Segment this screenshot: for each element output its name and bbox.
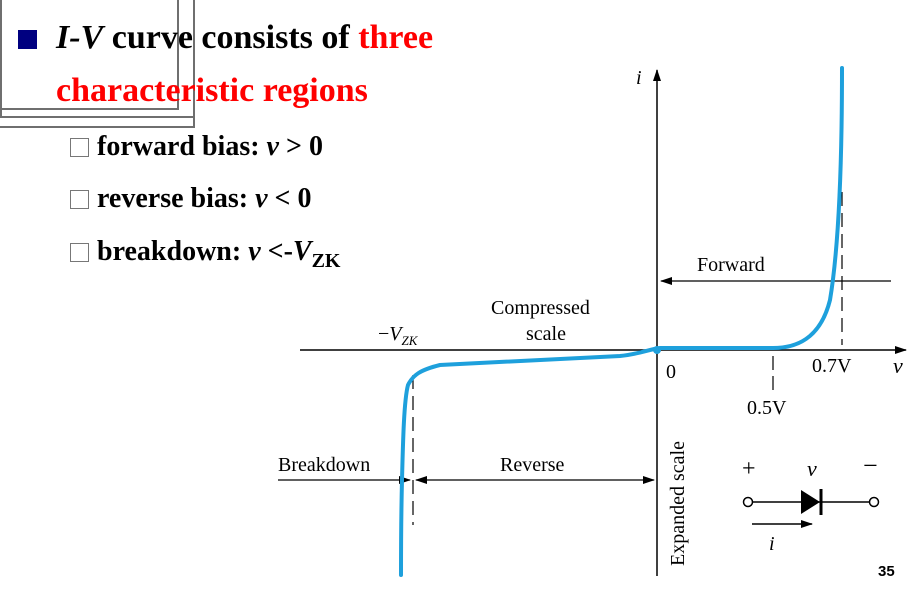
bullet-forward: forward bias: v > 0 [70, 131, 323, 163]
compressed-label: Compressed [491, 297, 590, 319]
reverse-label: Reverse [500, 454, 565, 476]
bullet-rel: > 0 [278, 131, 323, 162]
checkbox-bullet-icon [70, 190, 89, 209]
main-bullet-square [18, 30, 37, 49]
decor-line [0, 0, 2, 117]
minus-sign: − [863, 451, 878, 480]
symbol-i-label: i [769, 533, 775, 555]
bullet-rel: <- [260, 236, 293, 267]
vzk-sub: ZK [402, 333, 419, 348]
bullet-var: v [255, 183, 268, 214]
diode-symbol: + v − i [742, 451, 880, 555]
title-mid: curve consists of [103, 19, 359, 56]
bullet-vz: V [292, 236, 312, 267]
scale-label: scale [526, 323, 566, 345]
label-07v: 0.7V [812, 355, 852, 377]
terminal-right [868, 496, 880, 508]
bullet-label: reverse bias: [97, 183, 256, 214]
v-axis-label: v [893, 353, 903, 378]
bullet-var: v [248, 236, 261, 267]
i-axis-label: i [636, 67, 642, 89]
decor-line [193, 0, 195, 127]
checkbox-bullet-icon [70, 138, 89, 157]
origin-dot [653, 346, 661, 354]
diode-triangle-icon [801, 490, 820, 514]
vzk-v: V [389, 323, 404, 345]
vzk-minus: − [378, 323, 389, 345]
title-three: three [358, 19, 434, 56]
bullet-var: v [266, 131, 279, 162]
title-line-2: characteristic regions [56, 72, 368, 109]
label-vzk: −VZK [378, 323, 419, 348]
iv-curve [399, 66, 844, 577]
breakdown-label: Breakdown [278, 454, 370, 476]
bullet-rel: < 0 [267, 183, 312, 214]
bullet-reverse: reverse bias: v < 0 [70, 183, 312, 215]
title-line-1: I-V curve consists of three [56, 18, 433, 58]
decor-line [0, 126, 195, 128]
symbol-v-label: v [807, 456, 817, 481]
bullet-label: breakdown: [97, 236, 249, 267]
decor-line [177, 0, 179, 110]
forward-label: Forward [697, 254, 765, 276]
bullet-vz-sub: ZK [311, 250, 341, 272]
expanded-scale-label: Expanded scale [667, 441, 689, 566]
bullet-label: forward bias: [97, 131, 267, 162]
label-05v: 0.5V [747, 397, 787, 419]
page-number: 35 [878, 563, 895, 580]
bullet-breakdown: breakdown: v <-VZK [70, 236, 341, 277]
plus-sign: + [742, 456, 756, 482]
origin-label: 0 [666, 361, 676, 383]
terminal-left [742, 496, 754, 508]
checkbox-bullet-icon [70, 243, 89, 262]
title-iv: I-V [56, 19, 104, 56]
decor-line [0, 108, 179, 110]
decor-line [0, 116, 193, 118]
